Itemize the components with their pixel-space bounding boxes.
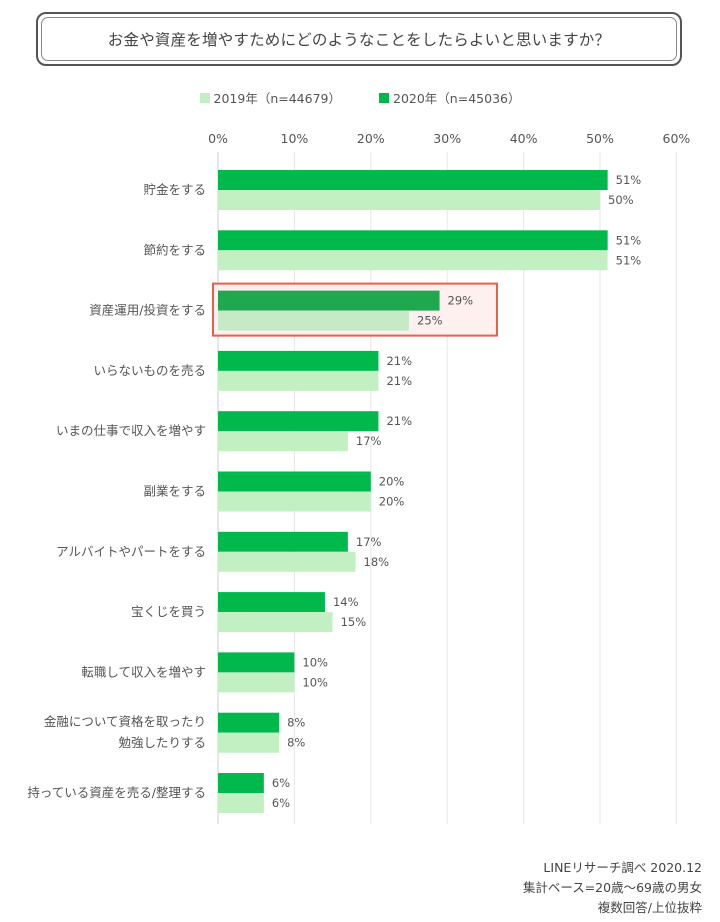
category-label: 資産運用/投資をする [89, 303, 206, 318]
bar-2020 [218, 230, 608, 251]
data-label-2020: 21% [386, 354, 412, 368]
category-label: 勉強したりする [118, 735, 206, 750]
bar-2020 [218, 652, 295, 673]
data-label-2019: 51% [616, 253, 642, 267]
x-tick-label: 20% [357, 131, 385, 146]
category-label: 節約をする [143, 242, 206, 257]
legend-item-2019: 2019年（n=44679） [199, 88, 341, 107]
category-label: 貯金をする [143, 182, 206, 197]
footer: LINEリサーチ調べ 2020.12 集計ベース=20歳～69歳の男女 複数回答… [523, 858, 702, 918]
data-label-2020: 51% [616, 173, 642, 187]
data-label-2019: 21% [386, 374, 412, 388]
footer-note: 複数回答/上位抜粋 [597, 900, 702, 915]
legend-label-2019: 2019年（n=44679） [213, 91, 341, 106]
category-label: 金融について資格を取ったり [44, 714, 206, 729]
data-label-2019: 20% [379, 495, 405, 509]
bar-chart: 0% 10% 20% 30% 40% 50% 60% 51% 50% 貯金をする 51% 51% 節約を… [27, 131, 691, 824]
data-label-2019: 15% [341, 615, 367, 629]
x-tick-label: 60% [663, 131, 691, 146]
bar-2020 [218, 592, 325, 613]
footer-base: 集計ベース=20歳～69歳の男女 [522, 880, 702, 895]
category-label: 宝くじを買う [131, 604, 206, 619]
data-label-2019: 10% [302, 675, 328, 689]
data-label-2020: 17% [356, 535, 382, 549]
data-label-2020: 51% [616, 233, 642, 247]
data-label-2019: 18% [364, 555, 390, 569]
bar-2020 [218, 471, 371, 492]
data-label-2020: 29% [448, 294, 474, 308]
bar-2020 [218, 290, 440, 311]
data-label-2020: 14% [333, 595, 359, 609]
bar-2019 [218, 310, 409, 331]
legend-label-2020: 2020年（n=45036） [393, 91, 521, 106]
bar-2020 [218, 773, 264, 793]
data-label-2019: 50% [608, 193, 634, 207]
data-label-2020: 10% [302, 655, 328, 669]
x-tick-label: 50% [586, 131, 614, 146]
bar-2019 [218, 672, 295, 693]
category-label: いまの仕事で収入を増やす [56, 423, 206, 438]
legend-swatch-2020 [379, 92, 389, 103]
chart-title: お金や資産を増やすためにどのようなことをしたらよいと思いますか？ [107, 31, 611, 49]
x-tick-label: 40% [510, 131, 538, 146]
bar-2019 [218, 551, 356, 572]
data-label-2019: 25% [417, 314, 443, 328]
data-label-2019: 8% [287, 736, 305, 750]
data-label-2019: 17% [356, 434, 382, 448]
bar-2019 [218, 431, 348, 452]
x-tick-label: 30% [433, 131, 461, 146]
bar-2019 [218, 793, 264, 813]
bar-2019 [218, 732, 280, 753]
x-tick-label: 10% [281, 131, 309, 146]
bar-2020 [218, 170, 608, 190]
footer-source: LINEリサーチ調べ 2020.12 [543, 860, 702, 875]
data-label-2020: 6% [272, 776, 290, 790]
data-label-2020: 8% [287, 716, 305, 730]
bar-2019 [218, 612, 333, 633]
data-label-2020: 20% [379, 475, 405, 489]
bar-2020 [218, 411, 379, 432]
bar-2019 [218, 491, 371, 512]
category-label: アルバイトやパートをする [56, 544, 206, 559]
category-label: 持っている資産を売る/整理する [27, 785, 206, 800]
x-tick-label: 0% [208, 131, 228, 146]
legend-swatch-2019 [199, 92, 210, 103]
legend: 2019年（n=44679） 2020年（n=45036） [0, 88, 720, 107]
data-label-2020: 21% [386, 414, 412, 428]
bar-2020 [218, 712, 280, 733]
bar-2020 [218, 350, 379, 371]
data-label-2019: 6% [272, 796, 290, 810]
category-label: いらないものを売る [93, 363, 206, 378]
bar-2020 [218, 531, 348, 552]
bar-2019 [218, 370, 379, 391]
bar-2019 [218, 190, 600, 210]
category-label: 副業をする [143, 484, 206, 499]
category-label: 転職して収入を増やす [81, 664, 206, 679]
chart-title-box: お金や資産を増やすためにどのようなことをしたらよいと思いますか？ [36, 12, 682, 66]
bar-2019 [218, 250, 608, 271]
legend-item-2020: 2020年（n=45036） [379, 88, 520, 107]
